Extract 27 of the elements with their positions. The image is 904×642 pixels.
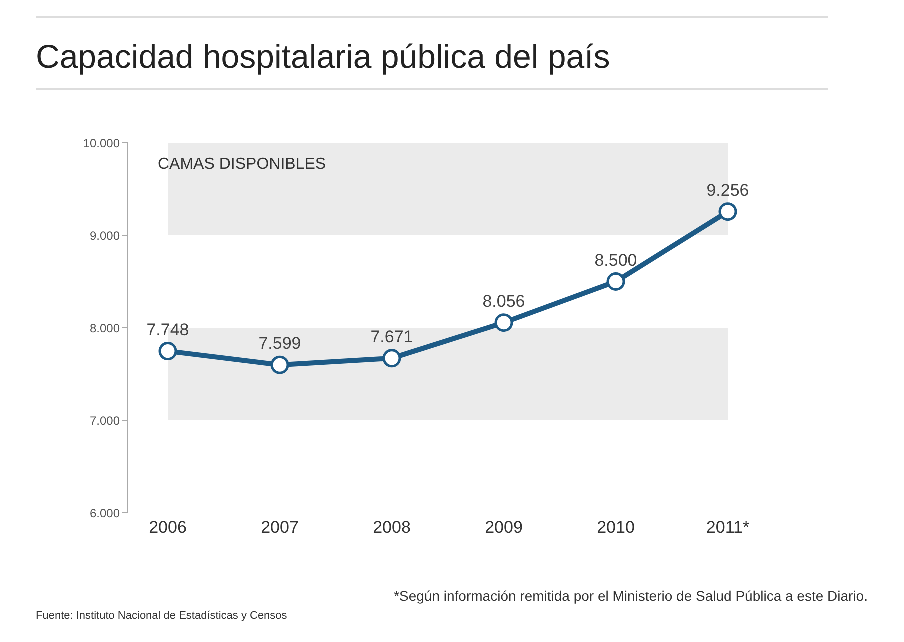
data-label: 7.599 [258, 334, 302, 354]
data-label: 7.671 [370, 327, 414, 346]
point [606, 272, 626, 291]
data-label: 8.056 [482, 292, 526, 311]
x-tick-label: 2006 [149, 518, 187, 538]
x-tick-label: 2008 [373, 518, 411, 538]
y-tick-label: 10.000 [83, 136, 120, 150]
source-note: Fuente: Instituto Nacional de Estadísticas y Censos [36, 610, 288, 622]
point [270, 356, 290, 374]
point [382, 349, 402, 368]
data-label: 8.500 [594, 250, 638, 270]
y-tick-label: 6.000 [90, 506, 120, 520]
x-tick-label: 2011* [706, 518, 750, 538]
x-tick-label: 2009 [485, 518, 523, 538]
point [494, 314, 514, 332]
x-tick-label: 2007 [261, 518, 299, 538]
y-tick-label: 8.000 [90, 321, 120, 336]
point [158, 342, 178, 361]
point [718, 202, 738, 222]
y-tick-label: 7.000 [90, 414, 120, 428]
x-tick-label: 2010 [597, 518, 635, 538]
data-label: 9.256 [706, 180, 750, 200]
y-axis-title: CAMAS DISPONIBLES [158, 156, 326, 174]
text: *Según información remitida por el Ministerio de Salud Pública a este Diario. [394, 588, 868, 604]
data-label: 7.748 [146, 320, 190, 340]
y-tick-label: 9.000 [90, 228, 120, 243]
chart-title: Capacidad hospitalaria pública del país [36, 38, 610, 76]
